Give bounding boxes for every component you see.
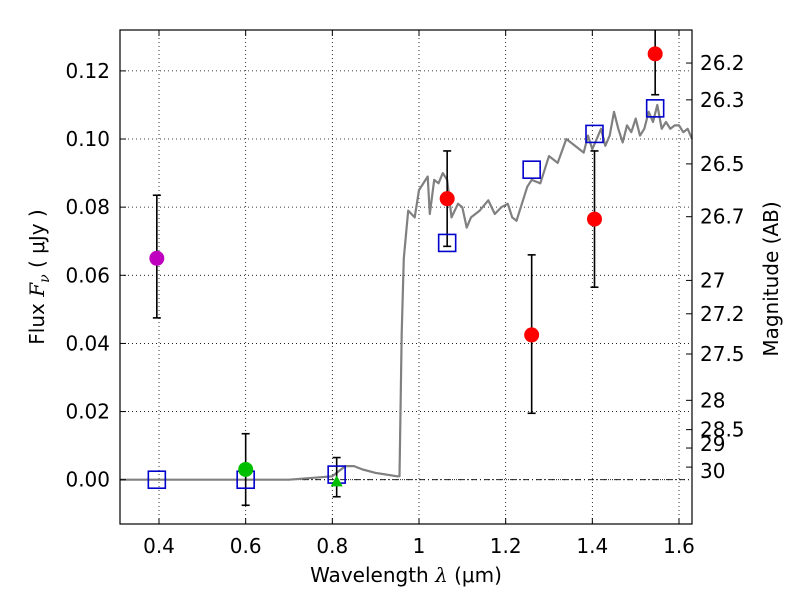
observed-flux-marker bbox=[587, 211, 602, 227]
magnitude-tick-label: 27.5 bbox=[700, 342, 745, 366]
magnitude-axis-label: Magnitude (AB) bbox=[759, 201, 783, 356]
observed-flux-marker bbox=[238, 461, 254, 477]
y-tick-label: 0.12 bbox=[65, 59, 110, 83]
x-axis-label: Wavelength λ (μm) bbox=[310, 563, 502, 587]
magnitude-tick-label: 26.3 bbox=[700, 88, 745, 112]
model-photometry-marker bbox=[437, 233, 457, 253]
tick-layer: 0.4 0.6 0.8 1 1.2 1.4 1.6 0.00 0.02 0.04 0.06 0.08 0… bbox=[65, 30, 745, 558]
magnitude-tick-label: 26.2 bbox=[700, 51, 745, 75]
magnitude-tick-label: 27.2 bbox=[700, 302, 745, 326]
y-tick-label: 0.08 bbox=[65, 195, 110, 219]
x-tick-label: 1.6 bbox=[663, 534, 695, 558]
x-tick-label: 1.4 bbox=[576, 534, 608, 558]
observed-flux-marker bbox=[149, 250, 165, 266]
upper-limit-marker bbox=[330, 475, 343, 487]
x-tick-label: 0.6 bbox=[230, 534, 262, 558]
observed-flux-marker bbox=[524, 327, 540, 343]
y-tick-label: 0.10 bbox=[65, 127, 110, 151]
observed-flux-marker bbox=[439, 191, 455, 207]
model-photometry-marker bbox=[645, 99, 665, 118]
magnitude-tick-label: 29 bbox=[700, 432, 725, 456]
y-axis-label: Flux Fν ( μJy ) bbox=[25, 209, 53, 344]
model-photometry-marker bbox=[522, 160, 541, 179]
y-tick-label: 0.00 bbox=[65, 468, 110, 492]
observed-flux-marker bbox=[647, 46, 663, 62]
magnitude-tick-label: 30 bbox=[700, 459, 725, 483]
magnitude-tick-label: 28 bbox=[700, 388, 725, 412]
model-sed-layer bbox=[120, 103, 694, 481]
sed-line bbox=[120, 103, 694, 481]
x-tick-label: 1 bbox=[413, 534, 426, 558]
y-tick-label: 0.06 bbox=[65, 263, 110, 287]
model-photometry-marker bbox=[585, 124, 604, 144]
magnitude-tick-label: 27 bbox=[700, 268, 725, 292]
x-tick-label: 1.2 bbox=[490, 534, 522, 558]
x-tick-label: 0.4 bbox=[143, 534, 175, 558]
marker-layer bbox=[147, 46, 665, 490]
magnitude-tick-label: 26.7 bbox=[700, 205, 745, 229]
y-tick-label: 0.02 bbox=[65, 400, 110, 424]
magnitude-tick-label: 26.5 bbox=[700, 152, 745, 176]
x-tick-label: 0.8 bbox=[316, 534, 348, 558]
magnitude-tick-label: 28.5 bbox=[700, 418, 745, 442]
y-tick-label: 0.04 bbox=[65, 331, 110, 355]
model-photometry-marker bbox=[147, 470, 167, 490]
plot-frame bbox=[119, 29, 693, 525]
